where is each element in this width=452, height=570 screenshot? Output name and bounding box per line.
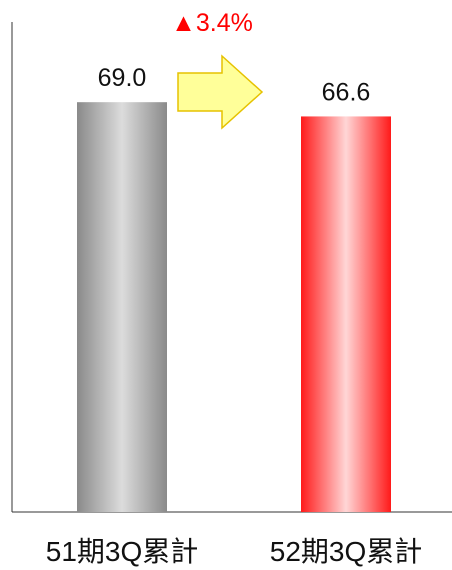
category-label-1: 51期3Q累計 [46,536,199,567]
bar-2 [301,116,391,512]
value-labels-group: 69.0 66.6 [98,64,371,106]
bar-value-label-1: 69.0 [98,64,147,92]
bars-group [77,102,391,512]
category-label-2: 52期3Q累計 [270,536,423,567]
change-annotation: ▲3.4% [171,9,253,37]
change-arrow-icon [177,54,264,130]
bar-value-label-2: 66.6 [322,78,371,106]
bar-1 [77,102,167,512]
category-labels-group: 51期3Q累計 52期3Q累計 [46,536,423,567]
